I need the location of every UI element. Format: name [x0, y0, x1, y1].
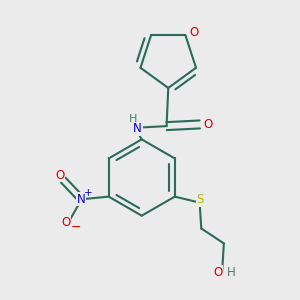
Text: O: O	[189, 26, 198, 39]
Text: H: H	[129, 115, 138, 124]
Text: −: −	[71, 221, 81, 234]
Text: O: O	[214, 266, 223, 279]
Text: +: +	[84, 188, 93, 198]
Text: O: O	[61, 216, 71, 229]
Text: H: H	[227, 266, 236, 279]
Text: O: O	[203, 118, 213, 131]
Text: N: N	[77, 193, 86, 206]
Text: N: N	[133, 122, 142, 135]
Text: S: S	[196, 194, 204, 206]
Text: O: O	[55, 169, 64, 182]
